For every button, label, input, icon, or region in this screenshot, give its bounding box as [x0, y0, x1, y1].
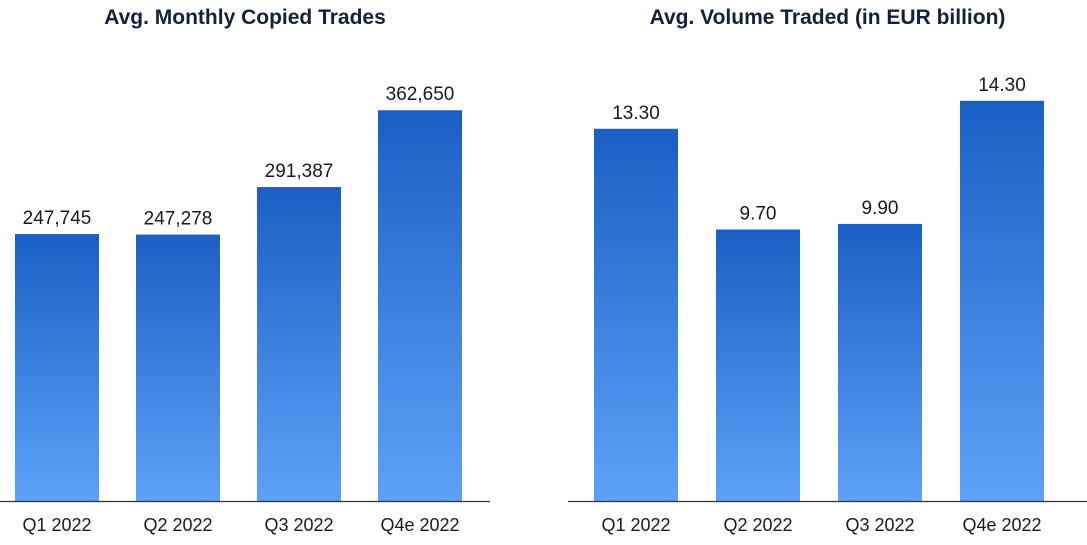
data-label: 291,387 [265, 161, 334, 182]
x-tick-label: Q3 2022 [845, 515, 914, 535]
volume-traded-plot: 13.30 Q1 2022 9.70 Q2 2022 9.90 Q3 2022 14.30 Q… [568, 75, 1087, 535]
x-tick-label: Q4e 2022 [380, 515, 459, 535]
data-label: 9.70 [740, 204, 777, 225]
data-label: 362,650 [386, 84, 455, 105]
copied-trades-chart: Avg. Monthly Copied Trades 247,745 Q1 202… [0, 0, 490, 545]
data-label: 14.30 [978, 75, 1026, 96]
chart-title: Avg. Monthly Copied Trades [104, 6, 386, 29]
copied-trades-plot: 247,745 Q1 2022 247,278 Q2 2022 291,387 Q3 20… [0, 84, 490, 535]
data-label: 247,278 [144, 209, 213, 230]
bar-4 [960, 100, 1044, 502]
bar-3 [838, 223, 922, 501]
x-tick-label: Q1 2022 [601, 515, 670, 535]
data-label: 13.30 [612, 103, 660, 124]
bar-2 [716, 229, 800, 501]
x-tick-label: Q1 2022 [22, 515, 91, 535]
bar-3 [257, 187, 341, 501]
x-tick-label: Q2 2022 [143, 515, 212, 535]
x-tick-label: Q3 2022 [264, 515, 333, 535]
chart-title: Avg. Volume Traded (in EUR billion) [649, 6, 1006, 29]
bar-1 [15, 234, 99, 502]
data-label: 247,745 [23, 208, 92, 229]
bar-2 [136, 234, 220, 501]
bar-4 [378, 110, 462, 501]
volume-traded-chart: Avg. Volume Traded (in EUR billion) 13.3… [568, 0, 1087, 545]
bar-1 [594, 128, 678, 502]
x-tick-label: Q2 2022 [723, 515, 792, 535]
data-label: 9.90 [862, 198, 899, 219]
x-tick-label: Q4e 2022 [962, 515, 1041, 535]
